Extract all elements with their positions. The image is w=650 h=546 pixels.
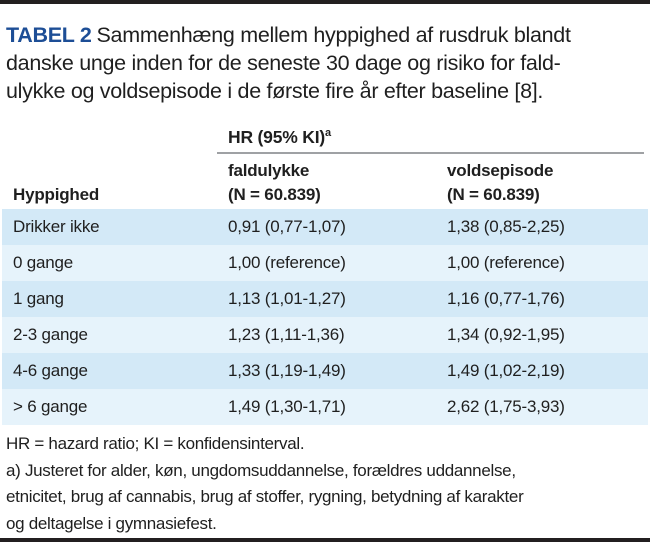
cell-voldsepisode: 1,00 (reference): [447, 253, 565, 272]
table-number-label: TABEL 2: [6, 23, 92, 47]
row-label: > 6 gange: [13, 397, 88, 416]
group-header-text: HR (95% KI): [228, 127, 325, 147]
footnote-abbreviations: HR = hazard ratio; KI = konfidensinterva…: [6, 434, 305, 453]
cell-voldsepisode: 2,62 (1,75-3,93): [447, 397, 565, 416]
group-header-spacer: [0, 127, 217, 147]
table-title-line-1: TABEL 2 Sammenhæng mellem hyppighed af ru…: [6, 21, 644, 49]
cell-faldulykke: 1,49 (1,30-1,71): [228, 397, 346, 416]
cell-faldulykke: 1,13 (1,01-1,27): [228, 289, 346, 308]
table-title-line-2: danske unge inden for de seneste 30 dage…: [6, 51, 561, 75]
table-row: 4-6 gange 1,33 (1,19-1,49) 1,49 (1,02-2,…: [2, 353, 648, 389]
column-header-row: Hyppighed faldulykke (N = 60.839) voldse…: [0, 154, 650, 209]
footnote-a-line-2: etnicitet, brug af cannabis, brug af sto…: [6, 487, 524, 506]
row-label: 2-3 gange: [13, 325, 88, 344]
row-label: 1 gang: [13, 289, 64, 308]
top-rule: [0, 0, 650, 4]
group-header-hr-ki: HR (95% KI)a: [217, 127, 650, 147]
table-footnotes: HR = hazard ratio; KI = konfidensinterva…: [6, 431, 644, 537]
table-title: TABEL 2 Sammenhæng mellem hyppighed af ru…: [6, 21, 644, 105]
column-header-voldsepisode-label: voldsepisode: [447, 161, 554, 180]
column-header-faldulykke: faldulykke (N = 60.839): [217, 159, 436, 207]
table-row: Drikker ikke 0,91 (0,77-1,07) 1,38 (0,85…: [2, 209, 648, 245]
footnote-a-line-3: og deltagelse i gymnasiefest.: [6, 513, 217, 533]
table-body: Drikker ikke 0,91 (0,77-1,07) 1,38 (0,85…: [2, 209, 648, 425]
column-header-voldsepisode-n: (N = 60.839): [447, 185, 540, 204]
column-header-faldulykke-n: (N = 60.839): [228, 185, 321, 204]
group-header-rule: [217, 152, 644, 154]
column-header-hyppighed: Hyppighed: [13, 185, 100, 204]
bottom-rule: [0, 538, 650, 542]
table-row: 1 gang 1,13 (1,01-1,27) 1,16 (0,77-1,76): [2, 281, 648, 317]
cell-voldsepisode: 1,38 (0,85-2,25): [447, 217, 565, 236]
row-label: 0 gange: [13, 253, 74, 272]
table-row: 0 gange 1,00 (reference) 1,00 (reference…: [2, 245, 648, 281]
cell-voldsepisode: 1,49 (1,02-2,19): [447, 361, 565, 380]
footnote-a-line-1: a) Justeret for alder, køn, ungdomsuddan…: [6, 460, 516, 480]
cell-faldulykke: 1,23 (1,11-1,36): [228, 325, 345, 344]
table-row: > 6 gange 1,49 (1,30-1,71) 2,62 (1,75-3,…: [2, 389, 648, 425]
cell-voldsepisode: 1,16 (0,77-1,76): [447, 289, 565, 308]
row-label: 4-6 gange: [13, 361, 88, 380]
footnote-marker-a: a: [324, 127, 331, 140]
column-header-faldulykke-label: faldulykke: [228, 161, 310, 180]
table-row: 2-3 gange 1,23 (1,11-1,36) 1,34 (0,92-1,…: [2, 317, 648, 353]
table-title-text-1: Sammenhæng mellem hyppighed af rusdruk b…: [96, 23, 571, 47]
table-title-line-3: ulykke og voldsepisode i de første fire …: [6, 79, 544, 103]
table-group-header-row: HR (95% KI)a: [0, 127, 650, 147]
cell-voldsepisode: 1,34 (0,92-1,95): [447, 325, 565, 344]
cell-faldulykke: 1,33 (1,19-1,49): [228, 361, 346, 380]
cell-faldulykke: 1,00 (reference): [228, 253, 346, 272]
row-label: Drikker ikke: [13, 217, 100, 236]
cell-faldulykke: 0,91 (0,77-1,07): [228, 217, 346, 236]
column-header-voldsepisode: voldsepisode (N = 60.839): [436, 159, 650, 207]
